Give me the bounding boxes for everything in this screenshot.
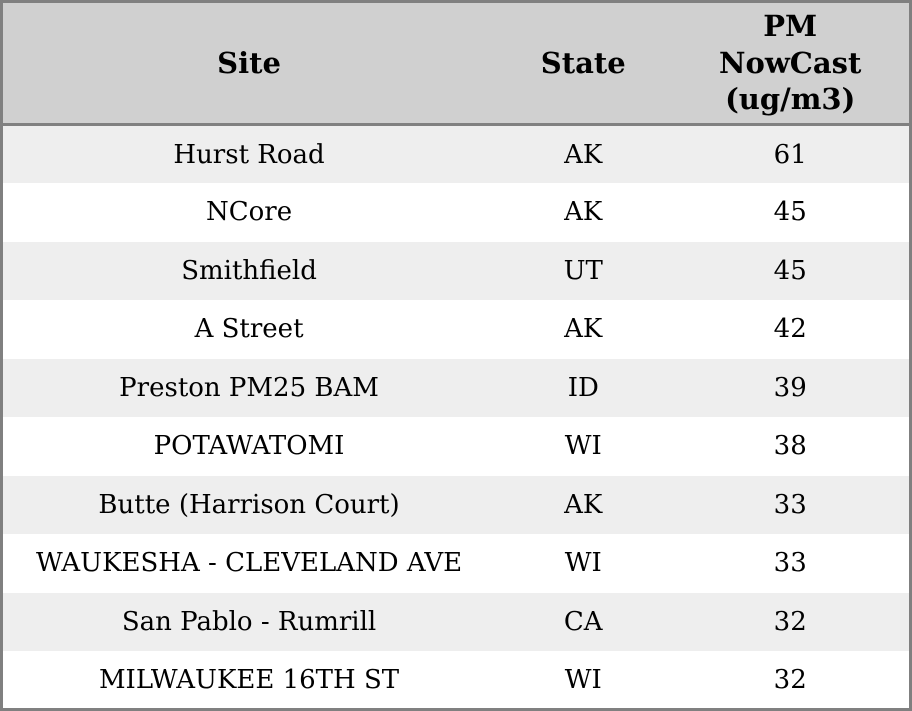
state-cell: AK [564, 489, 603, 520]
state-cell: UT [563, 255, 603, 286]
site-cell: Preston PM25 BAM [119, 372, 379, 403]
table-body: Hurst Road AK 61 NCore AK 45 Smithfield … [1, 124, 911, 710]
pm-value-cell: 32 [773, 606, 807, 637]
table-header: Site State PM NowCast (ug/m3) [1, 1, 911, 126]
pm-value-cell: 61 [773, 139, 807, 170]
state-cell: WI [564, 431, 602, 462]
table-row: POTAWATOMI WI 38 [1, 417, 911, 476]
site-cell: A Street [194, 314, 304, 345]
pm-value-cell: 42 [773, 314, 807, 345]
state-cell: ID [567, 372, 599, 403]
site-cell: San Pablo - Rumrill [121, 606, 377, 637]
col-header-site: Site [1, 1, 496, 126]
table-row: Smithfield UT 45 [1, 241, 911, 300]
table-row: Butte (Harrison Court) AK 33 [1, 475, 911, 534]
site-cell: POTAWATOMI [153, 431, 345, 462]
pm-value-cell: 45 [773, 255, 807, 286]
pm-value-cell: 33 [773, 548, 807, 579]
site-cell: MILWAUKEE 16TH ST [98, 664, 400, 695]
state-cell: CA [563, 606, 603, 637]
col-header-pm-nowcast: PM NowCast (ug/m3) [671, 1, 911, 126]
pm-value-cell: 38 [773, 431, 807, 462]
pm-value-cell: 39 [773, 372, 807, 403]
pm-nowcast-header-label: PM NowCast (ug/m3) [718, 8, 862, 117]
col-header-state: State [495, 1, 672, 126]
site-cell: NCore [205, 197, 293, 228]
pm-value-cell: 45 [773, 197, 807, 228]
table-row: NCore AK 45 [1, 183, 911, 242]
state-cell: AK [564, 314, 603, 345]
table-row: WAUKESHA - CLEVELAND AVE WI 33 [1, 534, 911, 593]
state-cell: AK [564, 139, 603, 170]
site-cell: Hurst Road [173, 139, 325, 170]
site-cell: Butte (Harrison Court) [98, 489, 400, 520]
site-cell: WAUKESHA - CLEVELAND AVE [35, 548, 463, 579]
state-cell: WI [564, 548, 602, 579]
state-cell: WI [564, 664, 602, 695]
header-row: Site State PM NowCast (ug/m3) [1, 1, 911, 126]
table-row: San Pablo - Rumrill CA 32 [1, 592, 911, 651]
table-row: MILWAUKEE 16TH ST WI 32 [1, 651, 911, 710]
table-row: Preston PM25 BAM ID 39 [1, 358, 911, 417]
pm-value-cell: 32 [773, 664, 807, 695]
site-cell: Smithfield [181, 255, 317, 286]
state-cell: AK [564, 197, 603, 228]
table-row: Hurst Road AK 61 [1, 124, 911, 183]
pm-value-cell: 33 [773, 489, 807, 520]
table-row: A Street AK 42 [1, 300, 911, 359]
